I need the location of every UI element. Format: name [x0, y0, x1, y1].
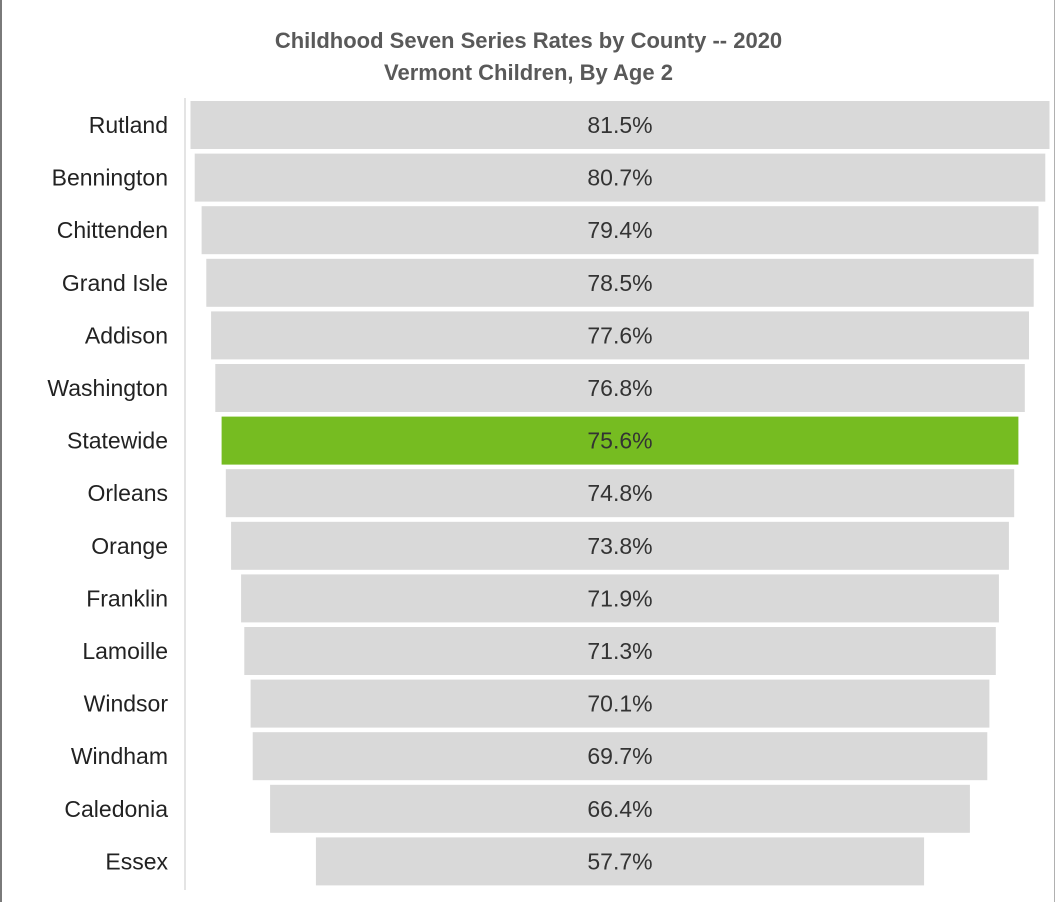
- category-label: Chittenden: [57, 217, 168, 243]
- bar-lamoille: [244, 627, 996, 675]
- bar-caledonia: [270, 784, 970, 833]
- data-label: 79.4%: [587, 217, 652, 243]
- data-label: 78.5%: [587, 270, 652, 296]
- bar-addison: [211, 311, 1030, 360]
- data-label: 71.9%: [587, 585, 652, 611]
- data-label: 74.8%: [587, 480, 652, 506]
- data-label: 73.8%: [587, 533, 652, 559]
- category-label: Rutland: [89, 112, 168, 138]
- bar-row-washington: Washington 76.8%: [47, 364, 1025, 412]
- data-label: 76.8%: [587, 375, 652, 401]
- category-label: Caledonia: [64, 796, 168, 822]
- data-label: 57.7%: [587, 848, 652, 874]
- category-label: Bennington: [52, 165, 168, 191]
- bar-row-bennington: Bennington 80.7%: [52, 153, 1046, 202]
- bar-chittenden: [201, 206, 1039, 255]
- category-label: Windham: [71, 743, 168, 769]
- bar-row-essex: Essex 57.7%: [105, 837, 925, 886]
- bar-windsor: [250, 679, 990, 728]
- bar-orleans: [225, 469, 1015, 518]
- bar-row-franklin: Franklin 71.9%: [86, 574, 999, 623]
- category-label: Lamoille: [82, 638, 168, 664]
- bar-row-grand-isle: Grand Isle 78.5%: [62, 258, 1034, 307]
- data-label: 66.4%: [587, 796, 652, 822]
- chart-title: Childhood Seven Series Rates by County -…: [274, 28, 783, 53]
- bar-row-addison: Addison 77.6%: [85, 311, 1030, 360]
- category-label: Windsor: [84, 691, 169, 717]
- bar-washington: [215, 364, 1025, 412]
- data-label: 70.1%: [587, 691, 652, 717]
- category-label: Grand Isle: [62, 270, 168, 296]
- category-label: Orange: [91, 533, 168, 559]
- bar-essex: [315, 837, 925, 886]
- category-label: Addison: [85, 322, 168, 348]
- bar-grand-isle: [206, 258, 1034, 307]
- chart-subtitle: Vermont Children, By Age 2: [384, 60, 673, 85]
- data-label: 71.3%: [587, 638, 652, 664]
- category-label: Orleans: [87, 480, 168, 506]
- bar-row-rutland: Rutland 81.5%: [89, 101, 1050, 149]
- bar-row-caledonia: Caledonia 66.4%: [64, 784, 970, 833]
- bar-row-statewide: Statewide 75.6%: [67, 416, 1019, 465]
- bar-rutland: [190, 101, 1050, 149]
- category-label: Statewide: [67, 428, 168, 454]
- bar-row-chittenden: Chittenden 79.4%: [57, 206, 1039, 255]
- bar-windham: [252, 732, 988, 781]
- bar-row-windham: Windham 69.7%: [71, 732, 988, 781]
- bar-franklin: [241, 574, 999, 623]
- data-label: 77.6%: [587, 322, 652, 348]
- category-label: Essex: [105, 848, 168, 874]
- data-label: 75.6%: [587, 428, 652, 454]
- data-label: 81.5%: [587, 112, 652, 138]
- data-label: 80.7%: [587, 165, 652, 191]
- bar-statewide: [221, 416, 1019, 465]
- category-label: Franklin: [86, 585, 168, 611]
- category-label: Washington: [47, 375, 168, 401]
- bar-row-windsor: Windsor 70.1%: [84, 679, 990, 728]
- bar-row-orleans: Orleans 74.8%: [87, 469, 1015, 518]
- data-label: 69.7%: [587, 743, 652, 769]
- bar-bennington: [194, 153, 1046, 202]
- bar-row-lamoille: Lamoille 71.3%: [82, 627, 996, 675]
- bar-orange: [231, 521, 1009, 570]
- bar-row-orange: Orange 73.8%: [91, 521, 1009, 570]
